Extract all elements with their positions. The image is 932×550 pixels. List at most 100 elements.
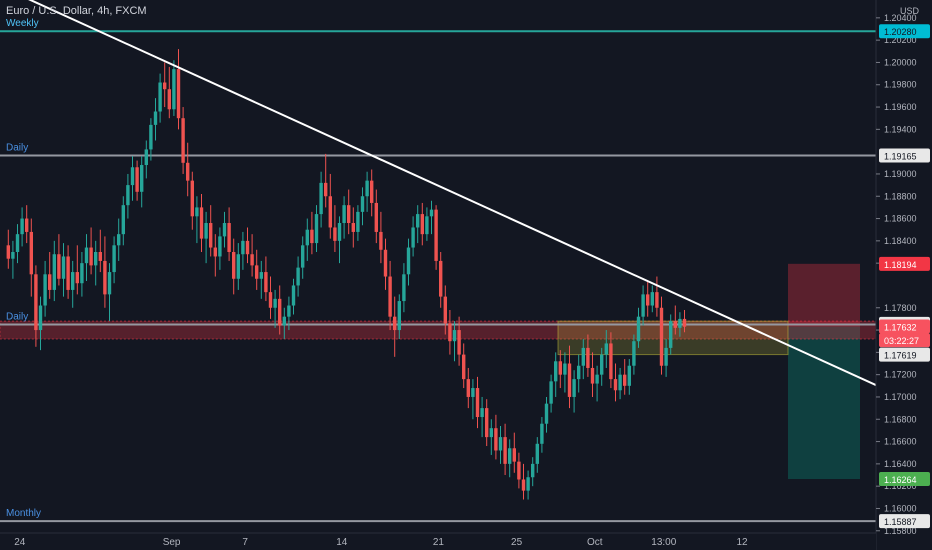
- candle: [84, 234, 89, 281]
- price-tick-label: 1.16200: [884, 481, 917, 491]
- candle: [291, 278, 296, 315]
- candle: [305, 218, 309, 261]
- candle: [503, 423, 507, 476]
- candle-body: [38, 305, 43, 331]
- candle: [356, 205, 360, 241]
- candle-body: [572, 379, 576, 397]
- candle: [416, 205, 420, 244]
- price-label: 03:22:27: [879, 333, 930, 348]
- candle-body: [347, 205, 351, 224]
- candle-body: [356, 211, 360, 232]
- candle-body: [149, 124, 153, 150]
- candle-body: [567, 363, 572, 397]
- candle: [678, 312, 682, 337]
- candle-body: [623, 374, 627, 386]
- price-tick-label: 1.20400: [884, 13, 917, 23]
- candle-body: [581, 347, 585, 366]
- price-label-text: 1.15887: [884, 517, 917, 527]
- candle-body: [600, 354, 604, 375]
- price-label-text: 1.18194: [884, 260, 917, 270]
- candle: [245, 227, 250, 264]
- candle: [190, 171, 194, 230]
- candle-body: [25, 218, 29, 232]
- candle: [61, 243, 66, 297]
- candle-body: [471, 388, 475, 397]
- price-label: 1.17632: [879, 319, 930, 334]
- candle-body: [241, 240, 245, 255]
- candle-body: [448, 323, 452, 342]
- candle-body: [393, 316, 397, 331]
- candles-layer: [6, 49, 687, 500]
- candle: [314, 205, 319, 253]
- candle-body: [434, 209, 438, 261]
- candle: [167, 66, 171, 119]
- candle-body: [98, 252, 102, 261]
- price-label: 1.20280: [879, 24, 930, 39]
- candle: [402, 263, 406, 313]
- candle-body: [508, 448, 512, 464]
- candle-body: [613, 379, 618, 391]
- candle-body: [153, 111, 158, 125]
- candle-body: [255, 265, 259, 279]
- candle: [195, 196, 199, 244]
- candle: [48, 252, 52, 299]
- candle: [627, 359, 631, 395]
- candle-body: [475, 388, 480, 418]
- time-tick-label: 7: [242, 537, 248, 548]
- candle: [411, 216, 415, 257]
- candle-body: [15, 234, 20, 253]
- candle-body: [29, 231, 33, 275]
- candle-body: [420, 214, 424, 235]
- candle-body: [199, 207, 204, 239]
- candle-body: [121, 205, 125, 235]
- candle-body: [554, 361, 558, 382]
- candle: [521, 463, 526, 500]
- candle-body: [512, 448, 516, 462]
- price-tick-label: 1.16000: [884, 503, 917, 513]
- candle-body: [429, 209, 434, 217]
- candle-body: [278, 298, 282, 326]
- candle: [360, 187, 365, 226]
- candle-body: [89, 247, 93, 266]
- trendline[interactable]: [6, 0, 881, 388]
- candle: [232, 238, 236, 295]
- candle: [20, 207, 24, 247]
- candle: [567, 345, 572, 409]
- candle-body: [250, 254, 254, 266]
- candle: [107, 263, 112, 322]
- candle: [264, 256, 268, 302]
- candle: [383, 238, 388, 290]
- stop-loss-zone[interactable]: [788, 263, 860, 327]
- candle-body: [273, 298, 277, 308]
- price-tick-label: 1.18600: [884, 214, 917, 224]
- candle: [282, 307, 286, 339]
- price-tick-label: 1.19800: [884, 80, 917, 90]
- candle-body: [540, 423, 544, 444]
- candle-body: [333, 227, 337, 241]
- time-tick-label: 14: [336, 537, 348, 548]
- candle: [659, 296, 664, 375]
- candle-body: [209, 223, 213, 248]
- candle: [140, 156, 144, 208]
- candle-body: [140, 165, 144, 192]
- candle-body: [176, 69, 181, 119]
- candle: [209, 205, 213, 257]
- candle-body: [452, 330, 457, 342]
- candle: [149, 118, 153, 161]
- price-label-bg: [879, 347, 930, 362]
- demand-box[interactable]: [557, 320, 789, 356]
- price-label-text: 1.17619: [884, 351, 917, 361]
- candle: [420, 202, 424, 246]
- candle: [103, 236, 107, 308]
- price-tick-label: 1.16400: [884, 459, 917, 469]
- take-profit-zone[interactable]: [788, 326, 860, 480]
- candle: [439, 252, 443, 308]
- candle: [393, 296, 397, 357]
- price-tick-label: 1.19600: [884, 102, 917, 112]
- candle-body: [498, 437, 503, 451]
- candle: [15, 224, 20, 264]
- candle-body: [43, 274, 47, 306]
- candle: [255, 249, 259, 290]
